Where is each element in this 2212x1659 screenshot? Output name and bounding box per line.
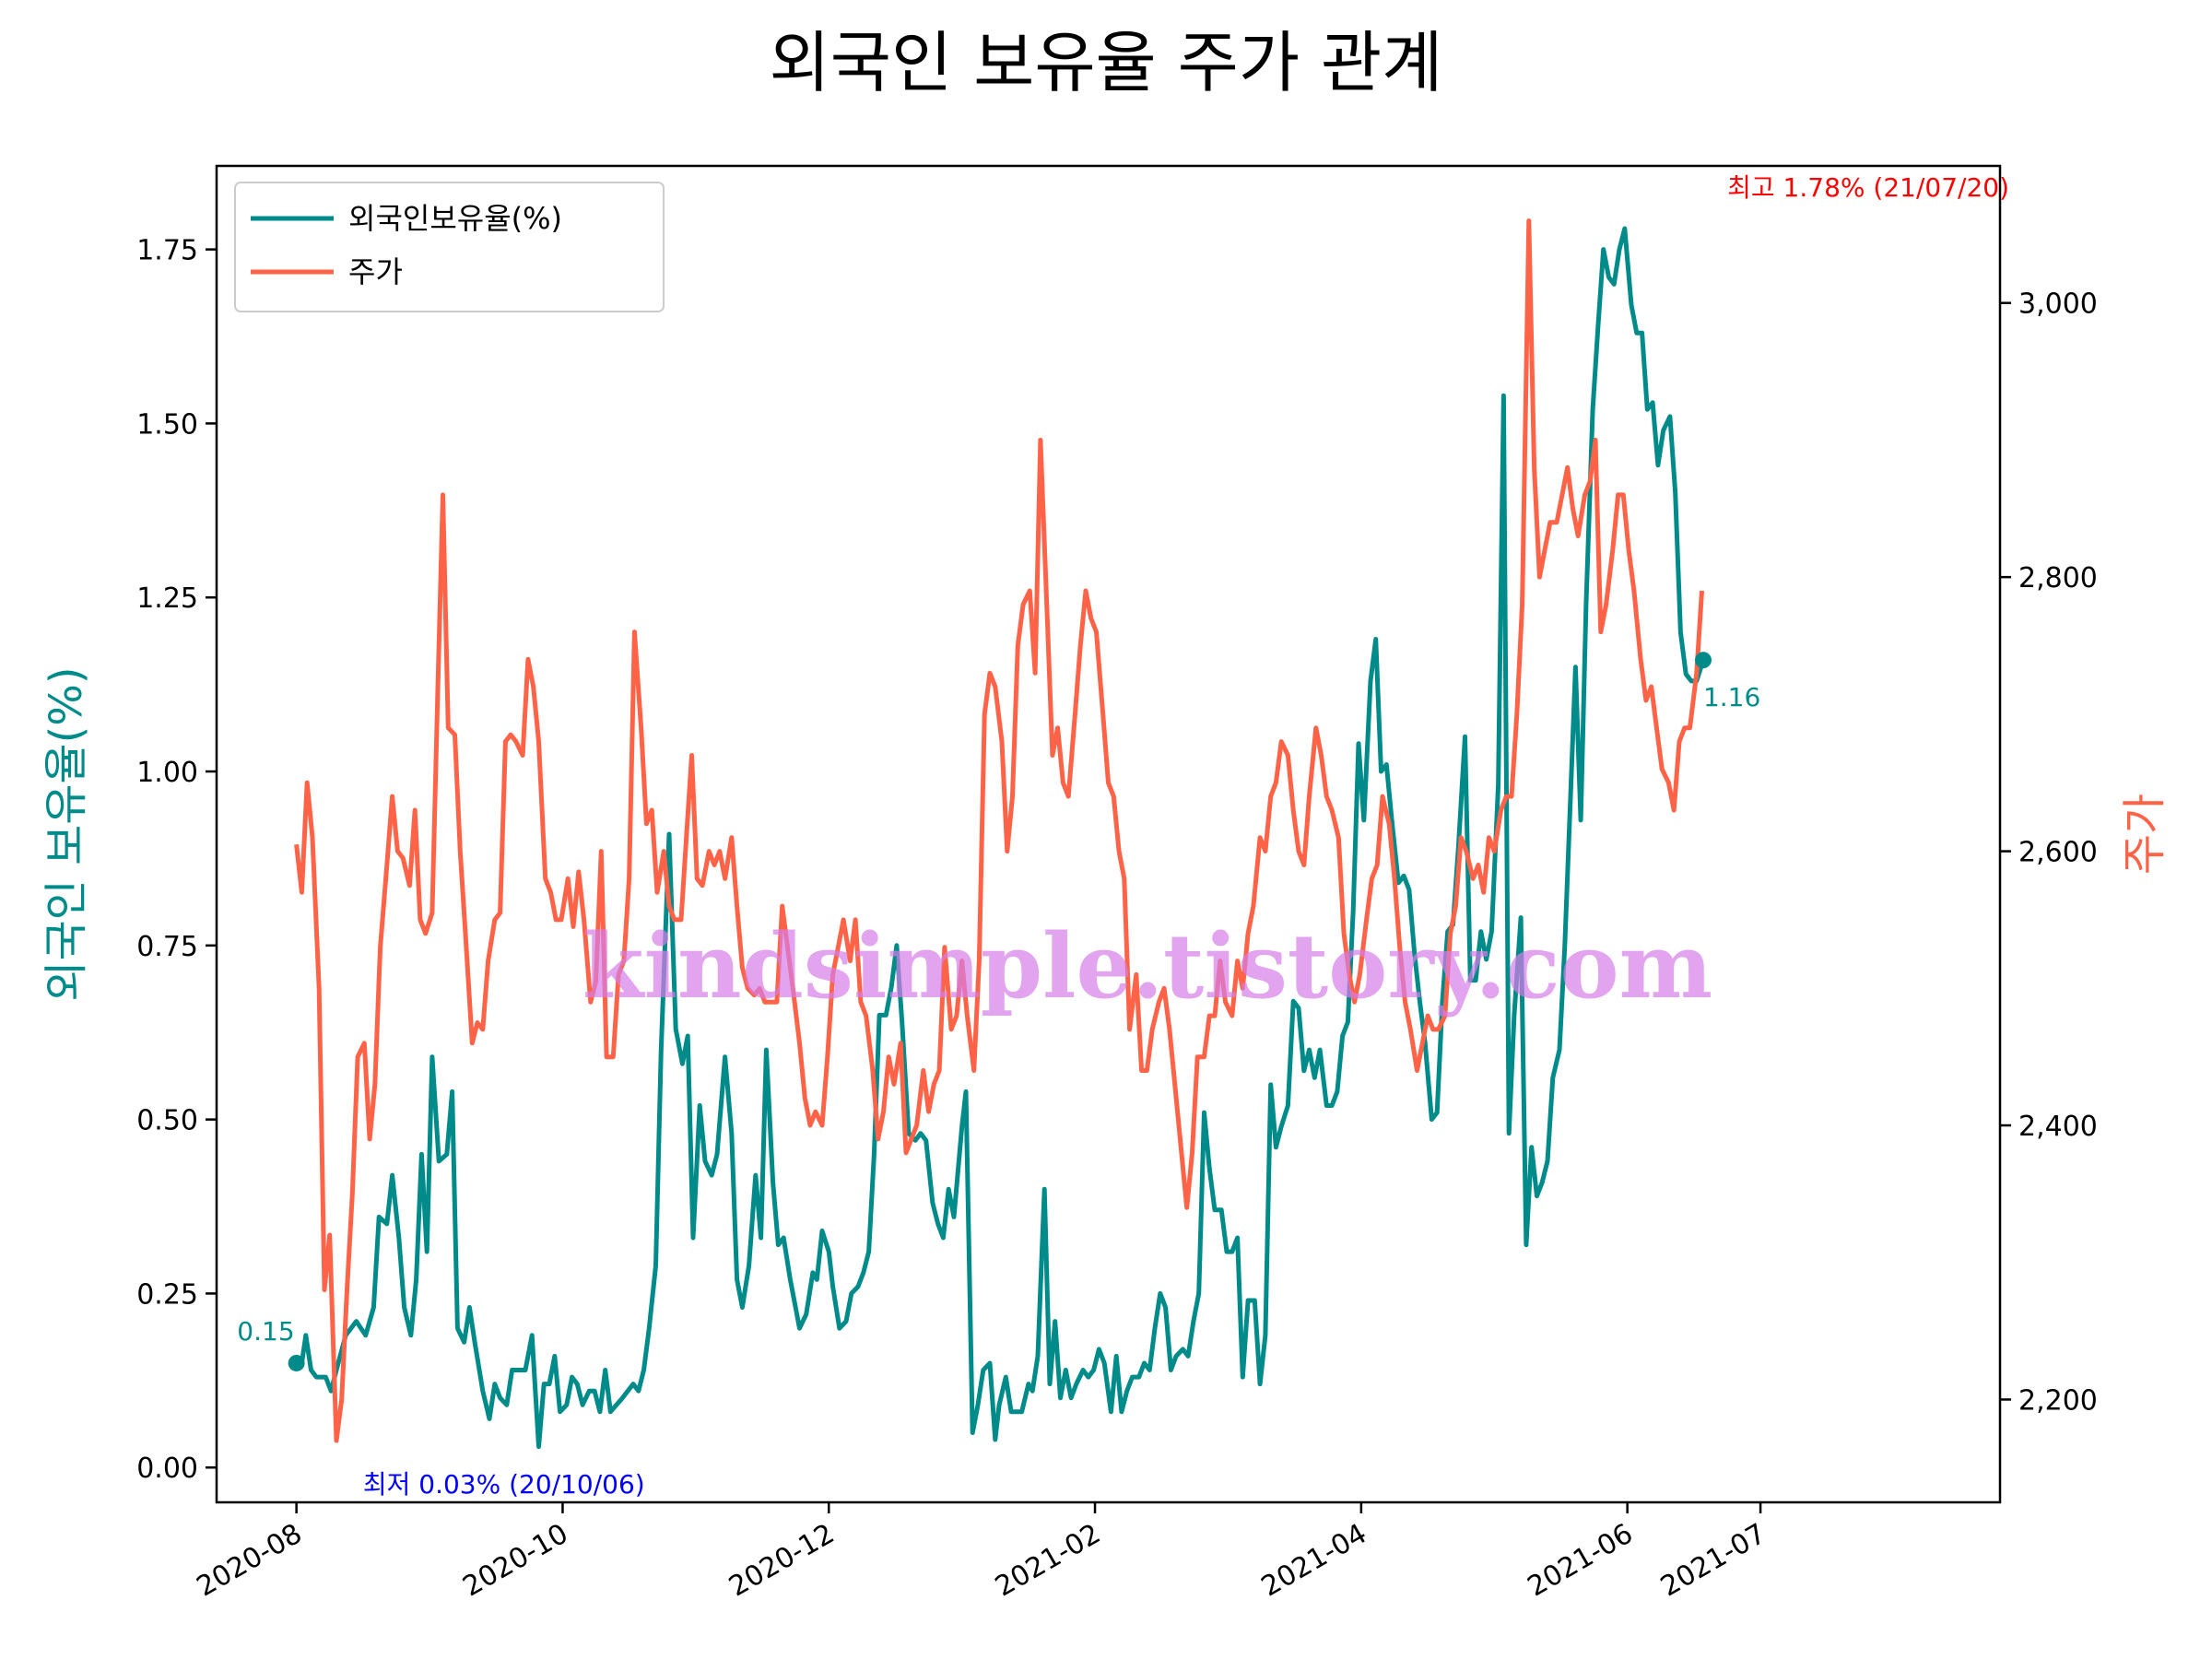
end-point-marker (1694, 652, 1712, 669)
x-tick-label: 2020-10 (457, 1518, 573, 1604)
x-tick-label: 2021-04 (1256, 1518, 1372, 1604)
plot-area (215, 164, 2002, 1504)
right-tick-label: 2,400 (2018, 1111, 2098, 1143)
left-tick-label: 1.00 (136, 757, 198, 789)
min-annotation: 최저 0.03% (20/10/06) (363, 1469, 645, 1500)
legend-label-ownership: 외국인보유율(%) (348, 201, 562, 236)
end-value-label: 1.16 (1703, 682, 1760, 712)
left-tick-label: 1.25 (136, 582, 198, 615)
x-tick-label: 2021-02 (990, 1518, 1106, 1604)
right-tick-label: 3,000 (2018, 288, 2098, 321)
right-axis-label: 주가 (2119, 794, 2171, 875)
left-tick-label: 1.75 (136, 235, 198, 267)
left-tick-label: 0.25 (136, 1278, 198, 1311)
left-tick-label: 0.00 (136, 1453, 198, 1485)
right-tick-label: 2,200 (2018, 1384, 2098, 1417)
start-value-label: 0.15 (237, 1316, 294, 1347)
left-tick-label: 1.50 (136, 408, 198, 441)
right-tick-label: 2,800 (2018, 562, 2098, 594)
chart-title: 외국인 보유율 주가 관계 (769, 24, 1442, 101)
left-axis-label: 외국인 보유율(%) (41, 666, 92, 1001)
left-tick-label: 0.75 (136, 931, 198, 963)
series-price-line (294, 218, 1704, 1443)
left-axis: 0.00 0.25 0.50 0.75 1.00 1.25 1.50 1.75 (136, 235, 217, 1485)
max-annotation: 최고 1.78% (21/07/20) (1727, 172, 2009, 203)
x-axis: 2020-08 2020-10 2020-12 2021-02 2021-04 2021-… (192, 1502, 1771, 1604)
legend: 외국인보유율(%) 주가 (234, 182, 665, 312)
plot-frame (215, 164, 2002, 1504)
right-axis: 2,200 2,400 2,600 2,800 3,000 (2000, 288, 2098, 1417)
legend-label-price: 주가 (348, 254, 403, 289)
x-tick-label: 2020-08 (192, 1518, 308, 1604)
series-ownership-line (296, 226, 1706, 1450)
start-point-marker (288, 1354, 305, 1371)
annotations: 0.15 1.16 최저 0.03% (20/10/06) 최고 1.78% (21/… (237, 172, 2009, 1500)
legend-box (234, 182, 665, 312)
right-tick-label: 2,600 (2018, 837, 2098, 869)
x-tick-label: 2021-06 (1523, 1518, 1639, 1604)
ownership-line-path (296, 226, 1706, 1450)
left-tick-label: 0.50 (136, 1105, 198, 1137)
x-tick-label: 2020-12 (724, 1518, 840, 1604)
price-line-path (294, 218, 1704, 1443)
x-tick-label: 2021-07 (1655, 1518, 1771, 1604)
watermark: kindsimple.tistory.com (582, 914, 1712, 1018)
